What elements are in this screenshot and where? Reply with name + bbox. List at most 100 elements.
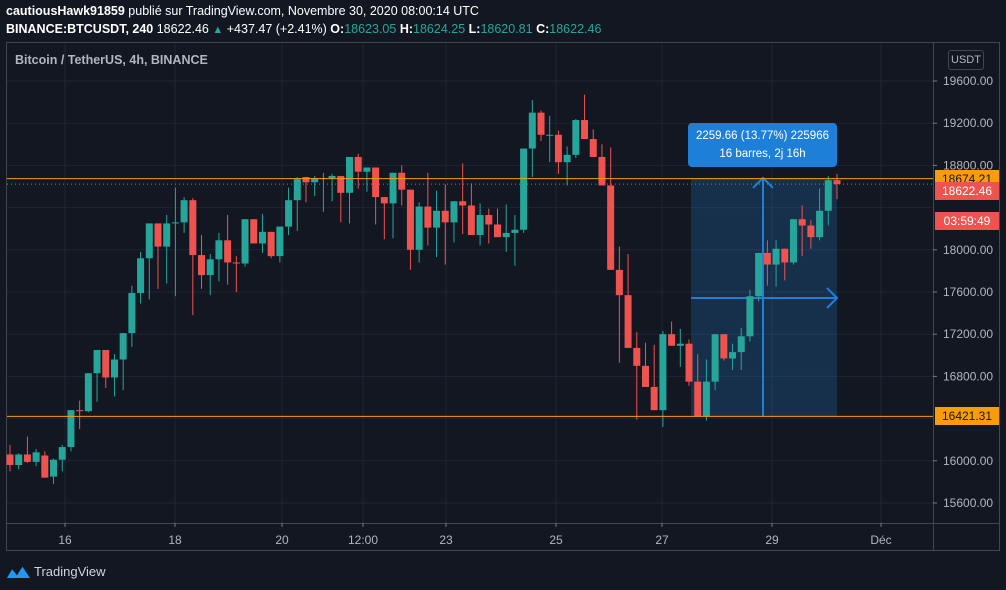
- price-axis-label: 15600.00: [943, 496, 993, 510]
- candle-up: [816, 210, 824, 238]
- candle-up: [433, 210, 441, 228]
- up-arrow-icon: ▲: [212, 24, 224, 36]
- time-axis-label: 23: [439, 533, 453, 547]
- candle-up: [346, 156, 354, 193]
- candle-up: [702, 381, 710, 417]
- candle-down: [641, 365, 649, 387]
- candle-down: [589, 139, 597, 157]
- symbol-label: BINANCE:BTCUSDT, 240: [6, 22, 154, 36]
- chart-frame: [6, 42, 1000, 551]
- candle-up: [563, 154, 571, 163]
- price-axis-label: 17600.00: [943, 285, 993, 299]
- candle-down: [380, 197, 388, 204]
- candle-down: [398, 172, 406, 190]
- publish-info: cautiousHawk91859 publié sur TradingView…: [6, 4, 479, 18]
- candle-down: [232, 262, 240, 264]
- time-axis-label: 25: [549, 533, 563, 547]
- high-label: H:: [399, 22, 414, 36]
- candle-up: [572, 120, 580, 155]
- candle-down: [302, 177, 310, 183]
- candle-down: [154, 223, 162, 247]
- candle-down: [807, 225, 815, 238]
- price-change: +437.47 (+2.41%): [226, 22, 327, 36]
- price-axis-label: 18000.00: [943, 243, 993, 257]
- symbol-info-bar: BINANCE:BTCUSDT, 240 18622.46 ▲ +437.47 …: [6, 22, 601, 36]
- tradingview-logo-icon: [5, 565, 30, 579]
- measure-change: 2259.66 (13.77%) 225966: [696, 130, 829, 142]
- time-axis-label: 16: [58, 533, 72, 547]
- close-label: C:: [536, 22, 550, 36]
- candle-down: [224, 240, 232, 263]
- candle-down: [650, 386, 658, 411]
- price-axis-label: 16000.00: [943, 454, 993, 468]
- candle-up: [119, 333, 127, 360]
- logo-text: TradingView: [34, 563, 106, 579]
- candle-down: [441, 210, 449, 223]
- candle-up: [476, 214, 484, 236]
- candle-down: [76, 410, 84, 412]
- open-label: O:: [330, 22, 345, 36]
- candle-up: [32, 452, 40, 462]
- high-value: 18624.25: [413, 22, 466, 36]
- candle-up: [363, 167, 371, 172]
- candle-up: [755, 252, 763, 297]
- tradingview-logo[interactable]: TradingView: [5, 563, 106, 579]
- candle-down: [250, 219, 258, 244]
- candle-up: [659, 334, 667, 411]
- candle-up: [789, 219, 797, 263]
- candle-down: [720, 334, 728, 359]
- candle-up: [58, 447, 66, 460]
- support-price-tag: 16421.31: [935, 407, 999, 426]
- candle-up: [737, 336, 745, 353]
- time-axis-label: Déc: [870, 533, 891, 547]
- candle-down: [607, 185, 615, 270]
- candle-down: [554, 134, 562, 163]
- candle-up: [676, 343, 684, 346]
- candle-up: [729, 352, 737, 359]
- candle-down: [833, 180, 841, 185]
- close-value: 18622.46: [549, 22, 602, 36]
- candle-down: [354, 156, 362, 172]
- candle-down: [337, 175, 345, 193]
- candle-down: [372, 167, 380, 198]
- candle-up: [415, 206, 423, 250]
- candle-down: [459, 201, 467, 206]
- candle-up: [206, 259, 214, 276]
- candle-up: [180, 200, 188, 223]
- bar-countdown-tag: 03:59:49: [935, 212, 999, 231]
- candle-down: [424, 206, 432, 228]
- candle-up: [450, 201, 458, 223]
- candle-up: [520, 148, 528, 230]
- candle-down: [763, 252, 771, 265]
- chart-title: Bitcoin / TetherUS, 4h, BINANCE: [15, 53, 208, 67]
- candle-up: [137, 258, 145, 294]
- price-axis-label: 16800.00: [943, 369, 993, 383]
- author-name[interactable]: cautiousHawk91859: [6, 4, 125, 18]
- candle-down: [467, 205, 475, 236]
- candle-down: [668, 334, 676, 346]
- candle-up: [711, 334, 719, 382]
- candle-up: [110, 359, 118, 378]
- candle-down: [267, 231, 275, 257]
- candle-up: [84, 373, 92, 412]
- candle-up: [772, 248, 780, 265]
- candle-down: [6, 454, 14, 466]
- candle-up: [285, 200, 293, 227]
- time-axis-label: 18: [168, 533, 182, 547]
- time-axis-label: 27: [655, 533, 669, 547]
- low-value: 18620.81: [480, 22, 533, 36]
- candle-up: [215, 240, 223, 260]
- candle-up: [311, 178, 319, 183]
- time-axis-label: 12:00: [348, 533, 378, 547]
- candle-up: [276, 226, 284, 257]
- candle-down: [102, 350, 110, 378]
- candle-up: [241, 219, 249, 264]
- candle-up: [171, 222, 179, 224]
- measure-duration: 16 barres, 2j 16h: [719, 148, 806, 160]
- publish-text: publié sur TradingView.com, Novembre 30,…: [128, 4, 479, 18]
- last-price: 18622.46: [156, 22, 209, 36]
- currency-button[interactable]: USDT: [948, 50, 984, 70]
- candle-up: [128, 293, 136, 334]
- candle-up: [50, 459, 58, 477]
